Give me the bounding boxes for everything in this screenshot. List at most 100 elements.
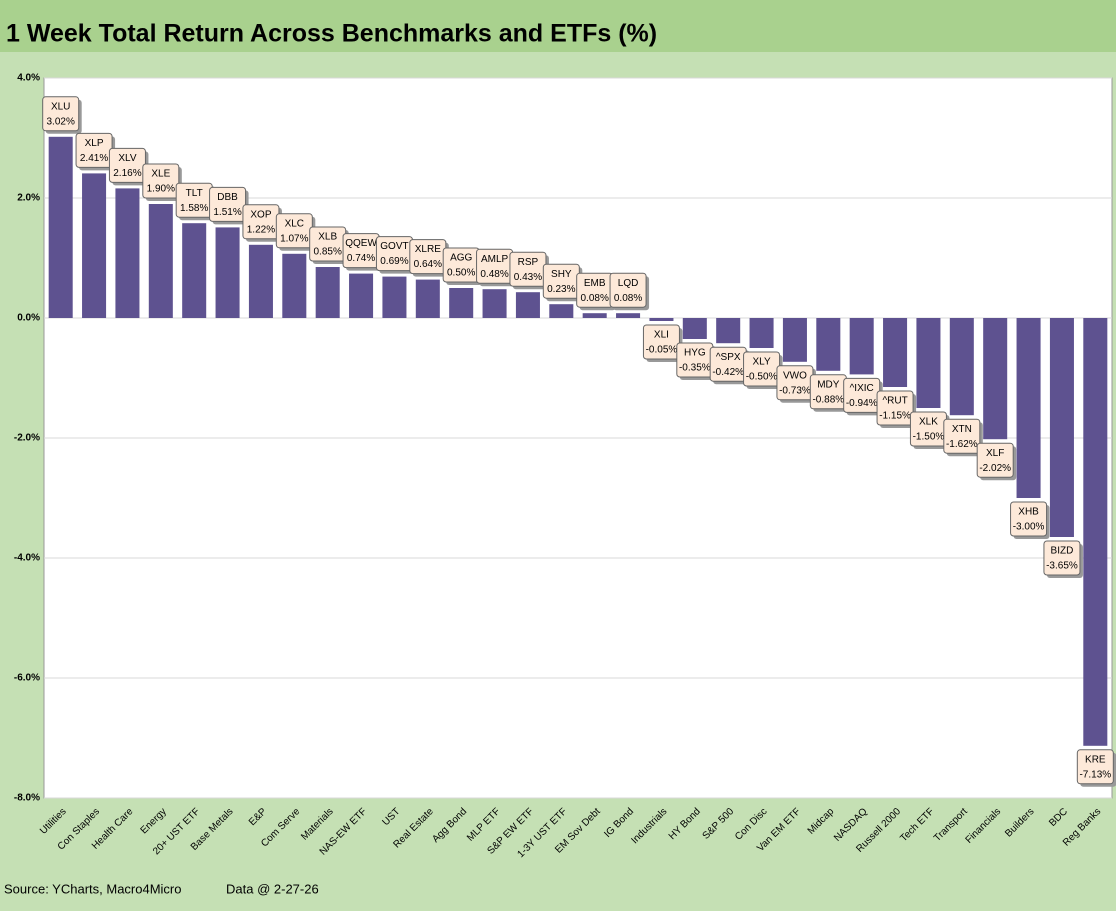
value-label: -0.05%	[646, 345, 678, 356]
bar	[983, 318, 1008, 440]
label-ticker: XHB	[1018, 507, 1039, 518]
label-ticker: KRE	[1085, 754, 1106, 765]
value-label: -1.15%	[879, 411, 911, 422]
value-label: -0.50%	[746, 372, 778, 383]
bar	[849, 318, 874, 375]
bar	[616, 313, 641, 318]
bar	[1083, 318, 1108, 746]
value-label: -0.35%	[679, 363, 711, 374]
label-ticker: HYG	[684, 348, 706, 359]
value-label: -1.62%	[946, 439, 978, 450]
value-label: -0.42%	[712, 367, 744, 378]
label-ticker: QQEW	[345, 238, 377, 249]
bar	[382, 276, 407, 318]
bar	[649, 318, 674, 321]
value-label: -0.73%	[779, 385, 811, 396]
bar	[749, 318, 774, 348]
label-ticker: XOP	[250, 209, 271, 220]
bar	[716, 318, 741, 344]
value-label: 1.51%	[213, 207, 241, 218]
label-ticker: RSP	[518, 257, 539, 268]
value-label: 0.08%	[581, 293, 609, 304]
label-box	[976, 442, 1014, 478]
bar	[816, 318, 841, 371]
value-label: -1.50%	[913, 432, 945, 443]
label-ticker: MDY	[817, 379, 840, 390]
bar	[215, 227, 240, 318]
bar	[482, 289, 507, 318]
bar	[182, 223, 207, 318]
bar	[949, 318, 974, 416]
label-ticker: XLI	[654, 330, 669, 341]
bar	[682, 318, 707, 339]
label-ticker: ^SPX	[716, 352, 741, 363]
y-tick-label: 2.0%	[17, 193, 40, 204]
label-box	[1076, 749, 1114, 785]
bar	[515, 292, 540, 318]
value-label: 0.64%	[414, 259, 442, 270]
value-label: -0.94%	[846, 398, 878, 409]
label-ticker: LQD	[618, 278, 639, 289]
label-ticker: SHY	[551, 269, 572, 280]
label-ticker: XLF	[986, 448, 1004, 459]
value-label: -0.88%	[812, 394, 844, 405]
bar	[782, 318, 807, 362]
value-label: 2.16%	[113, 168, 141, 179]
value-label: -2.02%	[979, 463, 1011, 474]
value-label: 0.48%	[480, 269, 508, 280]
label-ticker: XLK	[919, 417, 938, 428]
bar	[1049, 318, 1074, 537]
label-box	[642, 324, 680, 360]
label-ticker: XLB	[318, 232, 337, 243]
y-tick-label: 0.0%	[17, 313, 40, 324]
label-ticker: XTN	[952, 424, 972, 435]
label-box	[609, 272, 647, 308]
bar	[415, 279, 440, 318]
label-ticker: AGG	[450, 253, 472, 264]
label-ticker: TLT	[186, 188, 203, 199]
bar	[148, 204, 173, 318]
label-box	[876, 390, 914, 426]
bar	[48, 136, 73, 318]
y-tick-label: -4.0%	[14, 553, 40, 564]
label-ticker: DBB	[217, 192, 238, 203]
value-label: 0.50%	[447, 268, 475, 279]
bar	[115, 188, 140, 318]
bar	[248, 244, 273, 318]
label-ticker: EMB	[584, 278, 606, 289]
bar	[315, 267, 340, 318]
label-ticker: BIZD	[1051, 546, 1074, 557]
label-ticker: XLV	[118, 153, 136, 164]
y-tick-label: -6.0%	[14, 673, 40, 684]
bar	[82, 173, 107, 318]
data-date: Data @ 2-27-26	[226, 881, 319, 896]
bar	[449, 288, 474, 318]
value-label: 0.85%	[314, 247, 342, 258]
value-label: 3.02%	[47, 116, 75, 127]
value-label: 1.07%	[280, 233, 308, 244]
label-ticker: VWO	[783, 370, 807, 381]
chart-title: 1 Week Total Return Across Benchmarks an…	[6, 20, 657, 48]
value-label: 1.22%	[247, 224, 275, 235]
value-label: 0.43%	[514, 272, 542, 283]
label-ticker: GOVT	[380, 241, 408, 252]
bar	[916, 318, 941, 408]
source-note: Source: YCharts, Macro4Micro	[4, 881, 182, 896]
bar	[1016, 318, 1041, 498]
label-ticker: XLP	[85, 138, 104, 149]
bar	[582, 313, 607, 318]
value-label: -3.00%	[1013, 522, 1045, 533]
value-label: -7.13%	[1079, 769, 1111, 780]
label-ticker: AMLP	[481, 254, 509, 265]
label-box	[1043, 540, 1081, 576]
value-label: -3.65%	[1046, 561, 1078, 572]
label-box	[943, 418, 981, 454]
label-box	[142, 163, 180, 199]
title-band	[0, 0, 1116, 52]
value-label: 0.69%	[380, 256, 408, 267]
value-label: 0.23%	[547, 284, 575, 295]
label-box	[1010, 501, 1048, 537]
label-box	[42, 96, 80, 132]
y-tick-label: -2.0%	[14, 433, 40, 444]
